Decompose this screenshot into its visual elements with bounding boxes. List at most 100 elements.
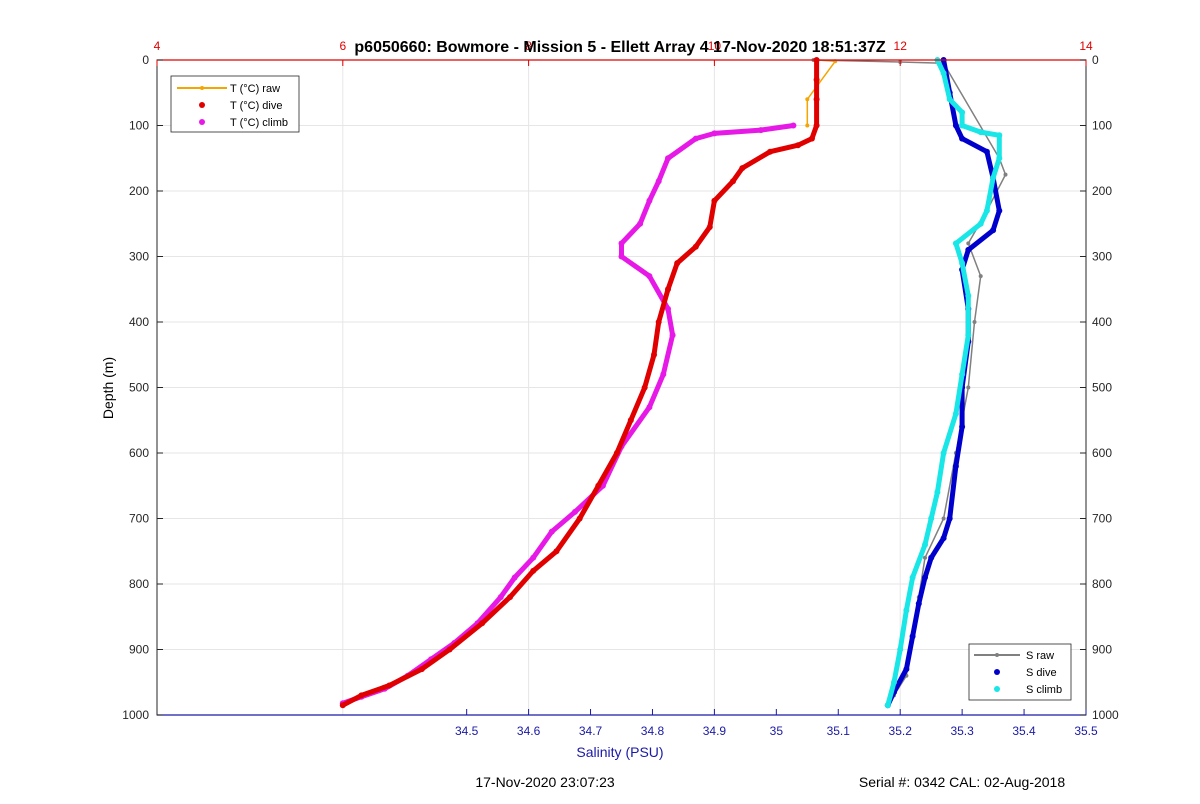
y-tick-label-left: 400 xyxy=(129,315,149,329)
y-tick-label-left: 300 xyxy=(129,250,149,264)
data-point xyxy=(966,385,971,390)
data-point xyxy=(795,142,801,149)
salinity-tick-label: 34.7 xyxy=(579,724,603,738)
legend-s-dive-label: S dive xyxy=(1026,667,1057,679)
data-point xyxy=(966,241,971,246)
data-point xyxy=(978,274,983,279)
data-point xyxy=(952,240,959,247)
data-point xyxy=(965,246,972,253)
data-point xyxy=(959,260,966,267)
data-point xyxy=(946,96,953,103)
data-point xyxy=(946,515,953,522)
data-point xyxy=(940,450,947,456)
data-point xyxy=(646,197,653,204)
data-point xyxy=(692,135,699,142)
data-point xyxy=(891,679,897,686)
y-tick-label-left: 100 xyxy=(129,119,149,133)
axes-layer: 0 0 100 100 200 200 300 300 400 400 500 500 600 600 70… xyxy=(122,39,1119,738)
data-point xyxy=(669,332,676,339)
y-tick-label-right: 500 xyxy=(1092,381,1112,395)
data-point xyxy=(940,535,947,542)
series-s-dive xyxy=(884,57,1003,709)
y-tick-label-right: 600 xyxy=(1092,446,1112,460)
data-point xyxy=(358,692,365,699)
data-point xyxy=(507,594,513,601)
data-point xyxy=(922,574,928,581)
legend-salinity: S raw S dive S climb xyxy=(968,643,1072,701)
chart-title: p6050660: Bowmore - Mission 5 - Ellett A… xyxy=(354,39,885,56)
legend-t-raw-marker xyxy=(200,86,204,90)
series-layer xyxy=(339,57,1008,709)
data-point xyxy=(618,240,625,247)
data-point xyxy=(651,351,657,358)
data-point xyxy=(884,702,891,709)
data-point xyxy=(386,682,393,689)
temperature-tick-label: 8 xyxy=(525,39,532,53)
series-path xyxy=(806,59,836,127)
data-point xyxy=(996,207,1003,214)
series-path xyxy=(340,57,820,708)
data-point xyxy=(655,178,662,185)
data-point xyxy=(909,574,916,581)
legend-salinity-box xyxy=(968,643,1072,701)
y-tick-label-right: 200 xyxy=(1092,184,1112,198)
temperature-tick-label: 6 xyxy=(339,39,346,53)
data-point xyxy=(711,130,718,137)
salinity-tick-label: 35.3 xyxy=(950,724,974,738)
data-point xyxy=(996,132,1003,139)
data-point xyxy=(990,174,997,181)
series-t-c-climb xyxy=(339,122,797,707)
data-point xyxy=(757,127,764,134)
series-path xyxy=(340,123,796,706)
y-tick-label-right: 700 xyxy=(1092,512,1112,526)
series-path xyxy=(885,57,1002,708)
series-t-c-raw xyxy=(805,58,838,128)
salinity-tick-label: 35.5 xyxy=(1074,724,1098,738)
salinity-tick-label: 34.5 xyxy=(455,724,479,738)
temperature-tick-label: 4 xyxy=(154,39,161,53)
x-axis-label: Salinity (PSU) xyxy=(576,744,663,760)
data-point xyxy=(808,135,815,142)
data-point xyxy=(977,129,984,136)
data-point xyxy=(553,548,560,555)
data-point xyxy=(595,482,602,489)
data-point xyxy=(497,594,504,601)
y-tick-label-left: 200 xyxy=(129,184,149,198)
data-point xyxy=(941,516,946,521)
data-point xyxy=(665,305,671,312)
data-point xyxy=(813,96,820,103)
data-point xyxy=(767,148,774,155)
salinity-tick-label: 35.1 xyxy=(827,724,851,738)
y-tick-label-right: 300 xyxy=(1092,250,1112,264)
temperature-tick-label: 14 xyxy=(1079,39,1093,53)
salinity-tick-label: 34.6 xyxy=(517,724,541,738)
data-point xyxy=(959,122,966,129)
data-point xyxy=(897,646,904,653)
data-point xyxy=(934,489,941,496)
data-point xyxy=(739,165,746,172)
y-axis-label: Depth (m) xyxy=(100,357,116,419)
data-point xyxy=(959,371,966,378)
y-tick-label-right: 100 xyxy=(1092,119,1112,133)
data-point xyxy=(805,97,810,102)
legend-t-dive-marker xyxy=(199,102,205,108)
data-point xyxy=(928,554,935,561)
data-point xyxy=(655,319,662,325)
legend-temperature-box xyxy=(170,75,300,133)
temperature-tick-label: 12 xyxy=(894,39,908,53)
data-point xyxy=(952,463,959,470)
data-point xyxy=(641,384,648,391)
data-point xyxy=(572,508,578,515)
y-tick-label-right: 800 xyxy=(1092,577,1112,591)
footer-timestamp: 17-Nov-2020 23:07:23 xyxy=(475,774,615,790)
data-point xyxy=(674,260,681,267)
data-point xyxy=(646,273,653,280)
y-tick-label-left: 700 xyxy=(129,512,149,526)
data-point xyxy=(990,227,997,234)
data-point xyxy=(928,515,935,522)
data-point xyxy=(965,332,972,339)
series-t-c-dive xyxy=(339,57,820,709)
series-s-raw xyxy=(811,58,1008,708)
data-point xyxy=(446,646,453,653)
